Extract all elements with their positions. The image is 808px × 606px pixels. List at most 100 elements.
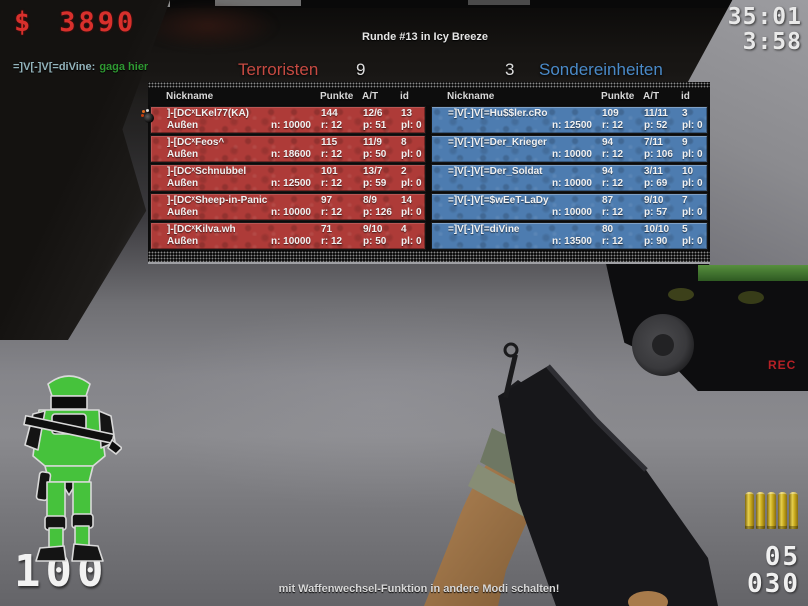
player-punkte: 101: [321, 166, 338, 177]
vehicle-green-panel: [698, 265, 808, 281]
player-location: [448, 120, 526, 132]
front-sight-ring: [503, 342, 519, 358]
player-p: p: 90: [644, 236, 668, 247]
player-nickname: ]-[DCˣFeos^: [167, 137, 225, 148]
player-pl: pl: 0: [682, 207, 703, 218]
player-at: 8/9: [363, 195, 377, 206]
second-hand: [628, 591, 668, 606]
player-p: p: 50: [363, 149, 387, 160]
player-punkte: 71: [321, 224, 333, 235]
bullet-icon: [756, 492, 765, 529]
player-nickname: ]-[DCˣLKel77(KA): [167, 108, 249, 119]
player-r: r: 12: [321, 178, 343, 189]
player-punkte: 109: [602, 108, 619, 119]
header-specials: Nickname Punkte A/T id: [431, 91, 708, 102]
player-r: r: 12: [321, 149, 343, 160]
table-row: =]V[-]V[=Der_Krieger 94 7/11 9 n: 10000 …: [431, 135, 708, 163]
col-nickname: Nickname: [447, 91, 495, 102]
player-punkte: 94: [602, 166, 614, 177]
scoreboard-texture-top: [148, 82, 710, 88]
player-location: [448, 207, 526, 219]
team-label-terrorists: Terroristen: [238, 60, 319, 79]
vehicle-headlight: [668, 288, 694, 301]
rifle-highlight: [546, 364, 648, 472]
round-title: Runde #13 in Icy Breeze: [362, 31, 488, 43]
player-id: 9: [682, 137, 688, 148]
player-id: 14: [401, 195, 413, 206]
player-at: 11/9: [363, 137, 382, 148]
table-row: =]V[-]V[=Hu$$ler.cRo 109 11/11 3 n: 1250…: [431, 106, 708, 134]
table-row: ]-[DCˣFeos^ 115 11/9 8 Außen n: 18600 r:…: [150, 135, 426, 163]
player-r: r: 12: [602, 120, 624, 131]
money-display: $ 3890: [14, 7, 136, 38]
player-n: n: 10000: [551, 207, 592, 218]
table-row: ]-[DCˣLKel77(KA) 144 12/6 13 Außen n: 10…: [142, 106, 426, 134]
player-p: p: 59: [363, 178, 387, 189]
col-punkte: Punkte: [320, 91, 354, 102]
player-nickname: ]-[DCˣSheep-in-Panic: [167, 195, 268, 206]
scoreboard: Nickname Punkte A/T id Nickname Punkte A…: [142, 82, 710, 264]
player-id: 10: [682, 166, 694, 177]
player-at: 10/10: [644, 224, 670, 235]
match-clock: 35:01: [727, 4, 802, 30]
player-nickname: =]V[-]V[=Hu$$ler.cRo: [448, 108, 548, 119]
col-id: id: [681, 91, 690, 102]
scoreboard-body: ]-[DCˣLKel77(KA) 144 12/6 13 Außen n: 10…: [142, 105, 710, 251]
table-row: ]-[DCˣSheep-in-Panic 97 8/9 14 Außen n: …: [150, 193, 426, 221]
player-r: r: 12: [321, 236, 343, 247]
player-punkte: 115: [321, 137, 338, 148]
ammo-type-indicator: [745, 492, 798, 529]
player-at: 7/11: [644, 137, 663, 148]
player-pl: pl: 0: [682, 178, 703, 189]
currency-symbol: $: [14, 7, 34, 38]
player-id: 8: [401, 137, 407, 148]
player-pl: pl: 0: [401, 178, 422, 189]
table-row: ]-[DCˣKilva.wh 71 9/10 4 Außen n: 10000 …: [150, 222, 426, 250]
player-p: p: 51: [363, 120, 387, 131]
player-n: n: 10000: [551, 178, 592, 189]
player-n: n: 10000: [270, 120, 311, 131]
bomb-carrier-icon: [142, 110, 154, 123]
player-nickname: ]-[DCˣSchnubbel: [167, 166, 247, 177]
special-team-list: =]V[-]V[=Hu$$ler.cRo 109 11/11 3 n: 1250…: [431, 105, 708, 251]
team-score-terrorists: 9: [356, 60, 366, 79]
player-at: 3/11: [644, 166, 663, 177]
ammo-reserve: 030: [747, 569, 800, 599]
bullet-icon: [767, 492, 776, 529]
player-location: Außen: [167, 120, 199, 131]
bullet-icon: [789, 492, 798, 529]
player-p: p: 126: [363, 207, 392, 218]
player-n: n: 12500: [270, 178, 311, 189]
player-r: r: 12: [602, 178, 624, 189]
player-p: p: 52: [644, 120, 668, 131]
front-sight-post: [503, 354, 518, 399]
vehicle-headlight: [738, 291, 764, 304]
player-n: n: 10000: [551, 149, 592, 160]
player-at: 13/7: [363, 166, 383, 177]
player-nickname: =]V[-]V[=Der_Soldat: [448, 166, 543, 177]
player-id: 3: [682, 108, 688, 119]
player-pl: pl: 0: [682, 120, 703, 131]
col-punkte: Punkte: [601, 91, 635, 102]
col-at: A/T: [643, 91, 660, 102]
player-p: p: 106: [644, 149, 673, 160]
player-id: 13: [401, 108, 413, 119]
team-label-specials: Sondereinheiten: [539, 60, 663, 79]
player-pl: pl: 0: [401, 207, 422, 218]
player-location: [448, 149, 526, 161]
table-row: =]V[-]V[=$wEeT-LaDy 87 9/10 7 n: 10000 r…: [431, 193, 708, 221]
player-pl: pl: 0: [682, 236, 703, 247]
player-punkte: 144: [321, 108, 338, 119]
player-pl: pl: 0: [401, 236, 422, 247]
bullet-icon: [778, 492, 787, 529]
table-row: =]V[-]V[=Der_Soldat 94 3/11 10 n: 10000 …: [431, 164, 708, 192]
player-pl: pl: 0: [682, 149, 703, 160]
table-row: =]V[-]V[=diVine 80 10/10 5 n: 13500 r: 1…: [431, 222, 708, 250]
player-nickname: =]V[-]V[=diVine: [448, 224, 520, 235]
player-at: 12/6: [363, 108, 383, 119]
vehicle-wheel-hub: [652, 334, 674, 356]
player-location: [448, 178, 526, 190]
player-nickname: =]V[-]V[=$wEeT-LaDy: [448, 195, 549, 206]
